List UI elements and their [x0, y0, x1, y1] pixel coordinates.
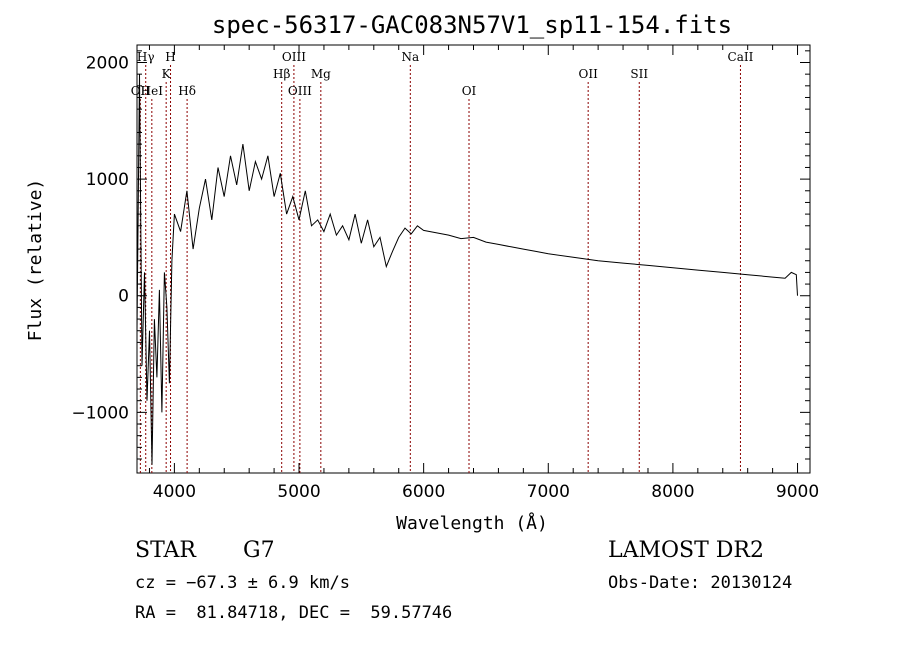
- spectrum-series-line: [136, 74, 798, 465]
- line-marker-label: HeI: [141, 84, 164, 98]
- line-marker-label: Na: [401, 50, 419, 64]
- redshift-velocity: cz = −67.3 ± 6.9 km/s: [135, 573, 350, 593]
- line-marker-label: OI: [462, 84, 477, 98]
- x-axis-label: Wavelength (Å): [396, 512, 548, 534]
- line-marker-label: CaII: [728, 50, 754, 64]
- line-marker-label: SII: [630, 67, 648, 81]
- x-tick-label: 9000: [776, 482, 819, 502]
- line-marker-label: Hβ: [273, 67, 290, 81]
- axis-ticks: 4000 5000 6000 7000 8000 9000 −1000 0 1000 2000: [71, 45, 819, 502]
- y-axis-label: Flux (relative): [25, 179, 46, 342]
- line-marker-label: OII: [578, 67, 598, 81]
- y-tick-label: −1000: [71, 403, 129, 423]
- x-tick-label: 6000: [402, 482, 445, 502]
- y-tick-label: 2000: [86, 53, 129, 73]
- line-marker-label: Mg: [311, 67, 331, 81]
- subclass: G7: [243, 538, 275, 563]
- line-marker-label: Hδ: [178, 84, 196, 98]
- coordinates: RA = 81.84718, DEC = 59.57746: [135, 603, 453, 623]
- x-tick-label: 7000: [527, 482, 570, 502]
- x-tick-label: 8000: [651, 482, 694, 502]
- plot-frame: [136, 44, 811, 474]
- chart-title: spec-56317-GAC083N57V1_sp11-154.fits: [212, 11, 732, 39]
- line-marker-label: H: [165, 50, 175, 64]
- x-tick-label: 4000: [153, 482, 196, 502]
- object-class: STAR: [135, 538, 196, 563]
- survey-name: LAMOST DR2: [608, 538, 764, 563]
- y-tick-label: 0: [118, 287, 129, 307]
- line-marker-label: OIII: [288, 84, 312, 98]
- x-tick-label: 5000: [277, 482, 320, 502]
- line-marker-label: OIII: [282, 50, 306, 64]
- observation-date: Obs-Date: 20130124: [608, 573, 793, 593]
- line-marker-label: K: [162, 67, 172, 81]
- y-tick-label: 1000: [86, 170, 129, 190]
- line-marker-label: Hγ: [137, 50, 155, 64]
